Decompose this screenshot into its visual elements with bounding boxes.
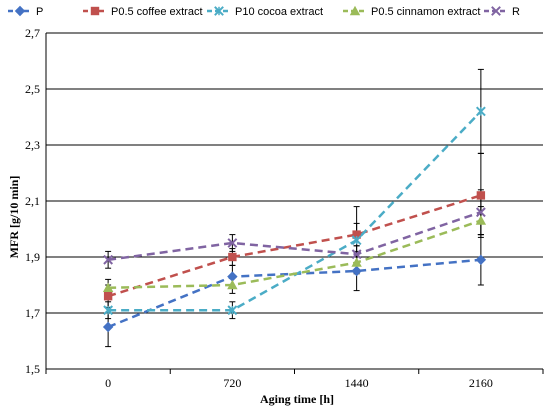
y-tick-label: 2,5 <box>25 82 40 96</box>
legend-label: P0.5 coffee extract <box>111 6 203 18</box>
series-line <box>107 211 482 262</box>
data-point <box>475 254 487 265</box>
y-axis-title: MFR [g/10 min] <box>7 176 21 259</box>
legend-marker <box>14 5 26 17</box>
data-point <box>475 106 486 117</box>
series-line <box>108 219 482 290</box>
legend-label: P10 cocoa extract <box>235 6 323 18</box>
data-point <box>351 265 362 277</box>
series-lines <box>107 110 482 329</box>
series-line <box>108 110 482 312</box>
data-point <box>352 230 361 239</box>
marker-stroke <box>491 6 501 16</box>
series-line <box>107 258 481 329</box>
data-point <box>228 252 237 262</box>
legend-item: P0.5 cinnamon extract <box>343 5 480 18</box>
legend-marker <box>349 5 361 16</box>
legend-item: P0.5 coffee extract <box>83 6 203 18</box>
axes: 1,5 1,7 1,9 2,1 2,3 2,5 2,7 0 720 1440 2160 <box>25 26 544 390</box>
x-tick-label: 2160 <box>469 376 493 390</box>
series-line <box>107 194 482 298</box>
data-point <box>227 305 238 316</box>
legend-label: R <box>512 6 520 18</box>
y-tick-label: 2,1 <box>25 194 40 208</box>
legend-marker <box>491 6 501 16</box>
data-point <box>102 321 114 333</box>
y-tick-label: 2,3 <box>25 138 40 152</box>
legend: P P0.5 coffee extract P10 cocoa extract P0.… <box>8 5 520 18</box>
data-point <box>103 254 114 265</box>
marker-stroke <box>475 207 486 218</box>
x-axis-title: Aging time [h] <box>260 392 334 406</box>
y-tick-label: 2,7 <box>25 26 40 40</box>
data-point <box>102 282 114 292</box>
y-tick-label: 1,5 <box>25 362 40 376</box>
legend-marker <box>90 6 100 16</box>
series-markers <box>102 106 487 333</box>
legend-item: R <box>484 6 520 18</box>
x-tick-label: 1440 <box>345 376 369 390</box>
data-point <box>103 305 114 316</box>
data-point <box>103 292 113 301</box>
data-point <box>227 238 238 248</box>
y-tick-label: 1,9 <box>25 250 40 264</box>
data-point <box>227 279 238 290</box>
legend-label: P0.5 cinnamon extract <box>371 6 480 18</box>
gridlines <box>46 32 543 370</box>
data-point <box>351 235 362 246</box>
legend-item: P10 cocoa extract <box>207 6 323 18</box>
data-point <box>475 215 487 225</box>
legend-item: P <box>8 5 43 18</box>
marker-stroke <box>351 249 362 260</box>
marker-stroke <box>103 254 114 265</box>
data-point <box>351 257 362 267</box>
x-tick-label: 720 <box>223 376 241 390</box>
data-point <box>475 207 486 218</box>
data-point <box>227 271 238 282</box>
data-point <box>476 191 486 200</box>
legend-label: P <box>36 6 43 18</box>
data-point <box>351 249 362 260</box>
y-tick-label: 1,7 <box>25 306 40 320</box>
legend-marker <box>214 6 224 16</box>
x-tick-label: 0 <box>105 376 111 390</box>
marker-stroke <box>227 238 238 248</box>
